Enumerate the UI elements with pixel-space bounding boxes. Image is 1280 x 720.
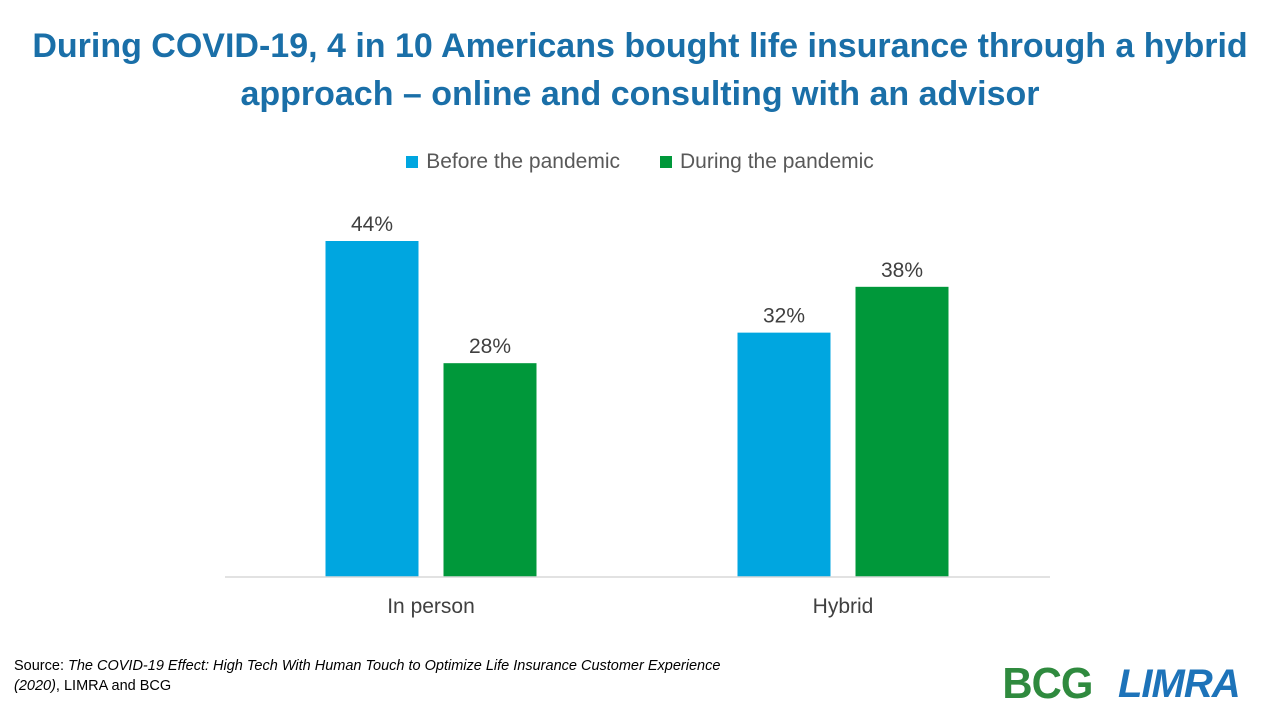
legend-swatch-before (406, 156, 419, 168)
source-citation: The COVID-19 Effect: High Tech With Huma… (14, 658, 721, 694)
source-note: Source: The COVID-19 Effect: High Tech W… (14, 656, 734, 696)
legend-label-during: During the pandemic (680, 150, 874, 173)
source-suffix: , LIMRA and BCG (55, 678, 172, 694)
category-label: Hybrid (813, 595, 874, 618)
legend-item-during: During the pandemic (660, 150, 874, 174)
source-prefix: Source: (14, 658, 68, 674)
bar-before-in-person (325, 241, 419, 577)
bar-during-in-person (443, 363, 537, 577)
bcg-logo: BCG (1002, 659, 1093, 708)
legend-item-before: Before the pandemic (406, 150, 620, 174)
bar-before-hybrid (737, 332, 831, 577)
legend-label-before: Before the pandemic (426, 150, 620, 173)
data-label: 38% (881, 259, 923, 282)
data-label: 28% (469, 335, 511, 358)
data-label: 32% (763, 305, 805, 328)
bar-during-hybrid (855, 286, 949, 577)
limra-logo: LIMRA (1118, 662, 1241, 706)
category-label: In person (387, 595, 475, 618)
legend: Before the pandemic During the pandemic (0, 150, 1280, 174)
chart-title: During COVID-19, 4 in 10 Americans bough… (32, 27, 1248, 113)
legend-swatch-during (660, 156, 672, 168)
data-label: 44% (351, 213, 393, 236)
